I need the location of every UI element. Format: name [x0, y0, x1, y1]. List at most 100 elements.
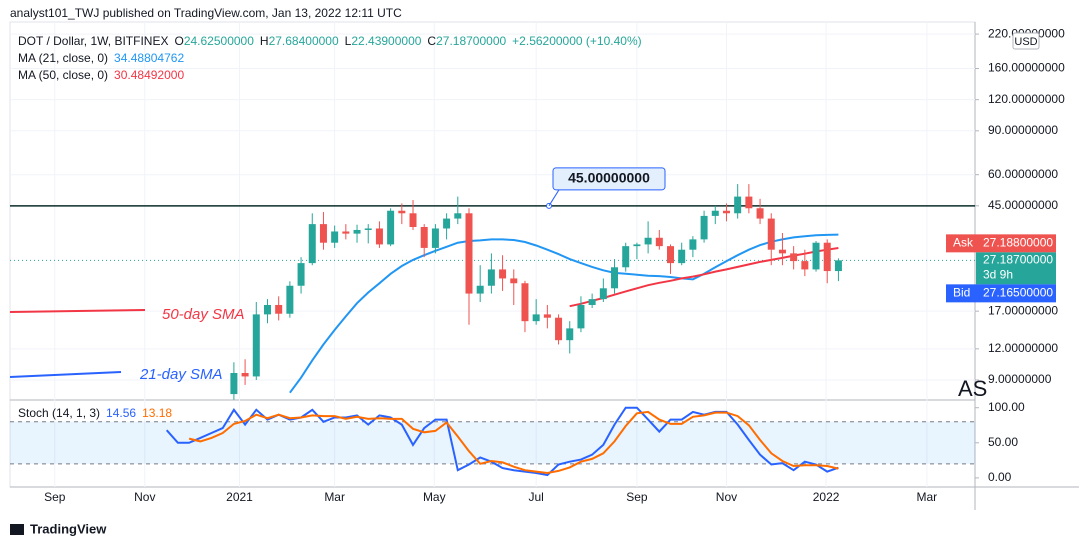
y-tick-label: 12.00000000	[988, 341, 1058, 355]
change: +2.56200000 (+10.40%)	[512, 34, 641, 48]
sma21-label: 21-day SMA	[139, 366, 223, 383]
brand: TradingView	[30, 521, 107, 536]
candle-body	[487, 269, 495, 286]
legend-ma21: MA (21, close, 0) 34.48804762	[18, 51, 184, 65]
sma50-trendline	[10, 309, 146, 313]
candle-body	[689, 239, 697, 250]
candle-body	[499, 269, 507, 279]
stoch-d: 13.18	[142, 406, 172, 420]
price-pane	[10, 184, 975, 400]
grid	[10, 22, 975, 487]
candle-body	[756, 208, 764, 219]
x-tick-label: Sep	[44, 490, 66, 504]
candle-body	[364, 228, 372, 230]
y-tick-label: 60.00000000	[988, 167, 1058, 181]
candle-body	[555, 317, 563, 341]
candle-body	[263, 304, 271, 315]
candle-body	[431, 228, 439, 248]
moving-average	[289, 233, 839, 394]
candle-body	[342, 231, 350, 234]
legend-ma50: MA (50, close, 0) 30.48492000	[18, 68, 184, 82]
candle-body	[722, 210, 730, 214]
candle-body	[331, 231, 339, 243]
candle-body	[588, 299, 596, 305]
legend: DOT / Dollar, 1W, BITFINEX O24.62500000 H2…	[18, 34, 642, 420]
sma21-trendline	[10, 371, 122, 378]
candle-body	[778, 249, 786, 254]
candle-body	[823, 242, 831, 272]
bid-key-box	[946, 284, 976, 303]
publisher: analyst101_TWJ published on TradingView.…	[10, 6, 402, 20]
callout-box	[552, 167, 666, 191]
candle-body	[241, 372, 249, 377]
ohlc-key: O	[174, 34, 183, 48]
candle-body	[252, 314, 260, 377]
ma-name: MA (50, close, 0)	[18, 68, 108, 82]
candle-body	[734, 196, 742, 214]
callout-pointer	[548, 189, 560, 207]
ma-value: 34.48804762	[114, 51, 184, 65]
ma-name: MA (21, close, 0)	[18, 51, 108, 65]
ask-key-box	[946, 234, 976, 253]
ohlc-value: 27.68400000	[269, 34, 339, 48]
legend-line: DOT / Dollar, 1W, BITFINEX O24.62500000 H2…	[18, 34, 642, 48]
candle-body	[353, 229, 361, 234]
bid-value: 27.16500000	[983, 286, 1053, 300]
candle-body	[532, 314, 540, 322]
symbol: DOT / Dollar, 1W, BITFINEX	[18, 34, 168, 48]
currency-box	[1012, 32, 1040, 50]
candle-body	[308, 224, 316, 264]
candle-body	[420, 227, 428, 248]
x-tick-label: May	[423, 490, 446, 504]
y-tick-label: 17.00000000	[988, 303, 1058, 317]
candle-body	[476, 285, 484, 294]
x-tick-label: 2021	[226, 490, 253, 504]
candle-body	[790, 253, 798, 262]
y-tick-label: 100.00	[988, 400, 1025, 414]
x-tick-label: Mar	[324, 490, 345, 504]
y-tick-label: 45.00000000	[988, 198, 1058, 212]
candle-body	[398, 210, 406, 214]
annotations: 50-day SMA 21-day SMA AS 45.00000000	[139, 167, 987, 401]
countdown: 3d 9h	[983, 268, 1013, 282]
candle-body	[711, 210, 719, 216]
stoch-band	[10, 421, 975, 464]
candle-body	[566, 328, 574, 341]
ma-value: 30.48492000	[114, 68, 184, 82]
footer: TradingView	[10, 521, 107, 536]
ohlc-value: 24.62500000	[184, 34, 254, 48]
ohlc-key: L	[345, 34, 352, 48]
y-tick-label: 50.00	[988, 435, 1018, 449]
candle-body	[812, 242, 820, 270]
stoch-k: 14.56	[106, 406, 136, 420]
stoch-pane	[10, 406, 975, 477]
candle-body	[319, 224, 327, 243]
candle-body	[611, 267, 619, 289]
y-tick-label: 120.00000000	[988, 92, 1065, 106]
candle-body	[767, 218, 775, 250]
candle-body	[834, 260, 842, 272]
last-box	[976, 252, 1056, 285]
candle-body	[678, 249, 686, 264]
candle-body	[801, 261, 809, 270]
candle-body	[275, 304, 283, 314]
candle-body	[375, 228, 383, 245]
candle-body	[700, 215, 708, 240]
y-tick-label: 0.00	[988, 470, 1012, 484]
candle-body	[633, 244, 641, 247]
ask-value: 27.18800000	[983, 236, 1053, 250]
candle-body	[745, 196, 753, 209]
ohlc-key: C	[427, 34, 436, 48]
x-tick-label: Nov	[134, 490, 155, 504]
bid-key: Bid	[953, 286, 970, 300]
candle-body	[230, 372, 238, 395]
candle-body	[409, 213, 417, 228]
candle-body	[644, 237, 652, 245]
candle-body	[521, 283, 529, 322]
y-tick-label: 160.00000000	[988, 61, 1065, 75]
stoch-line	[188, 410, 839, 475]
candle-body	[599, 288, 607, 300]
currency: USD	[1014, 36, 1037, 48]
axes: SepNov2021MarMayJulSepNov2022Mar220.0000…	[44, 26, 1065, 504]
